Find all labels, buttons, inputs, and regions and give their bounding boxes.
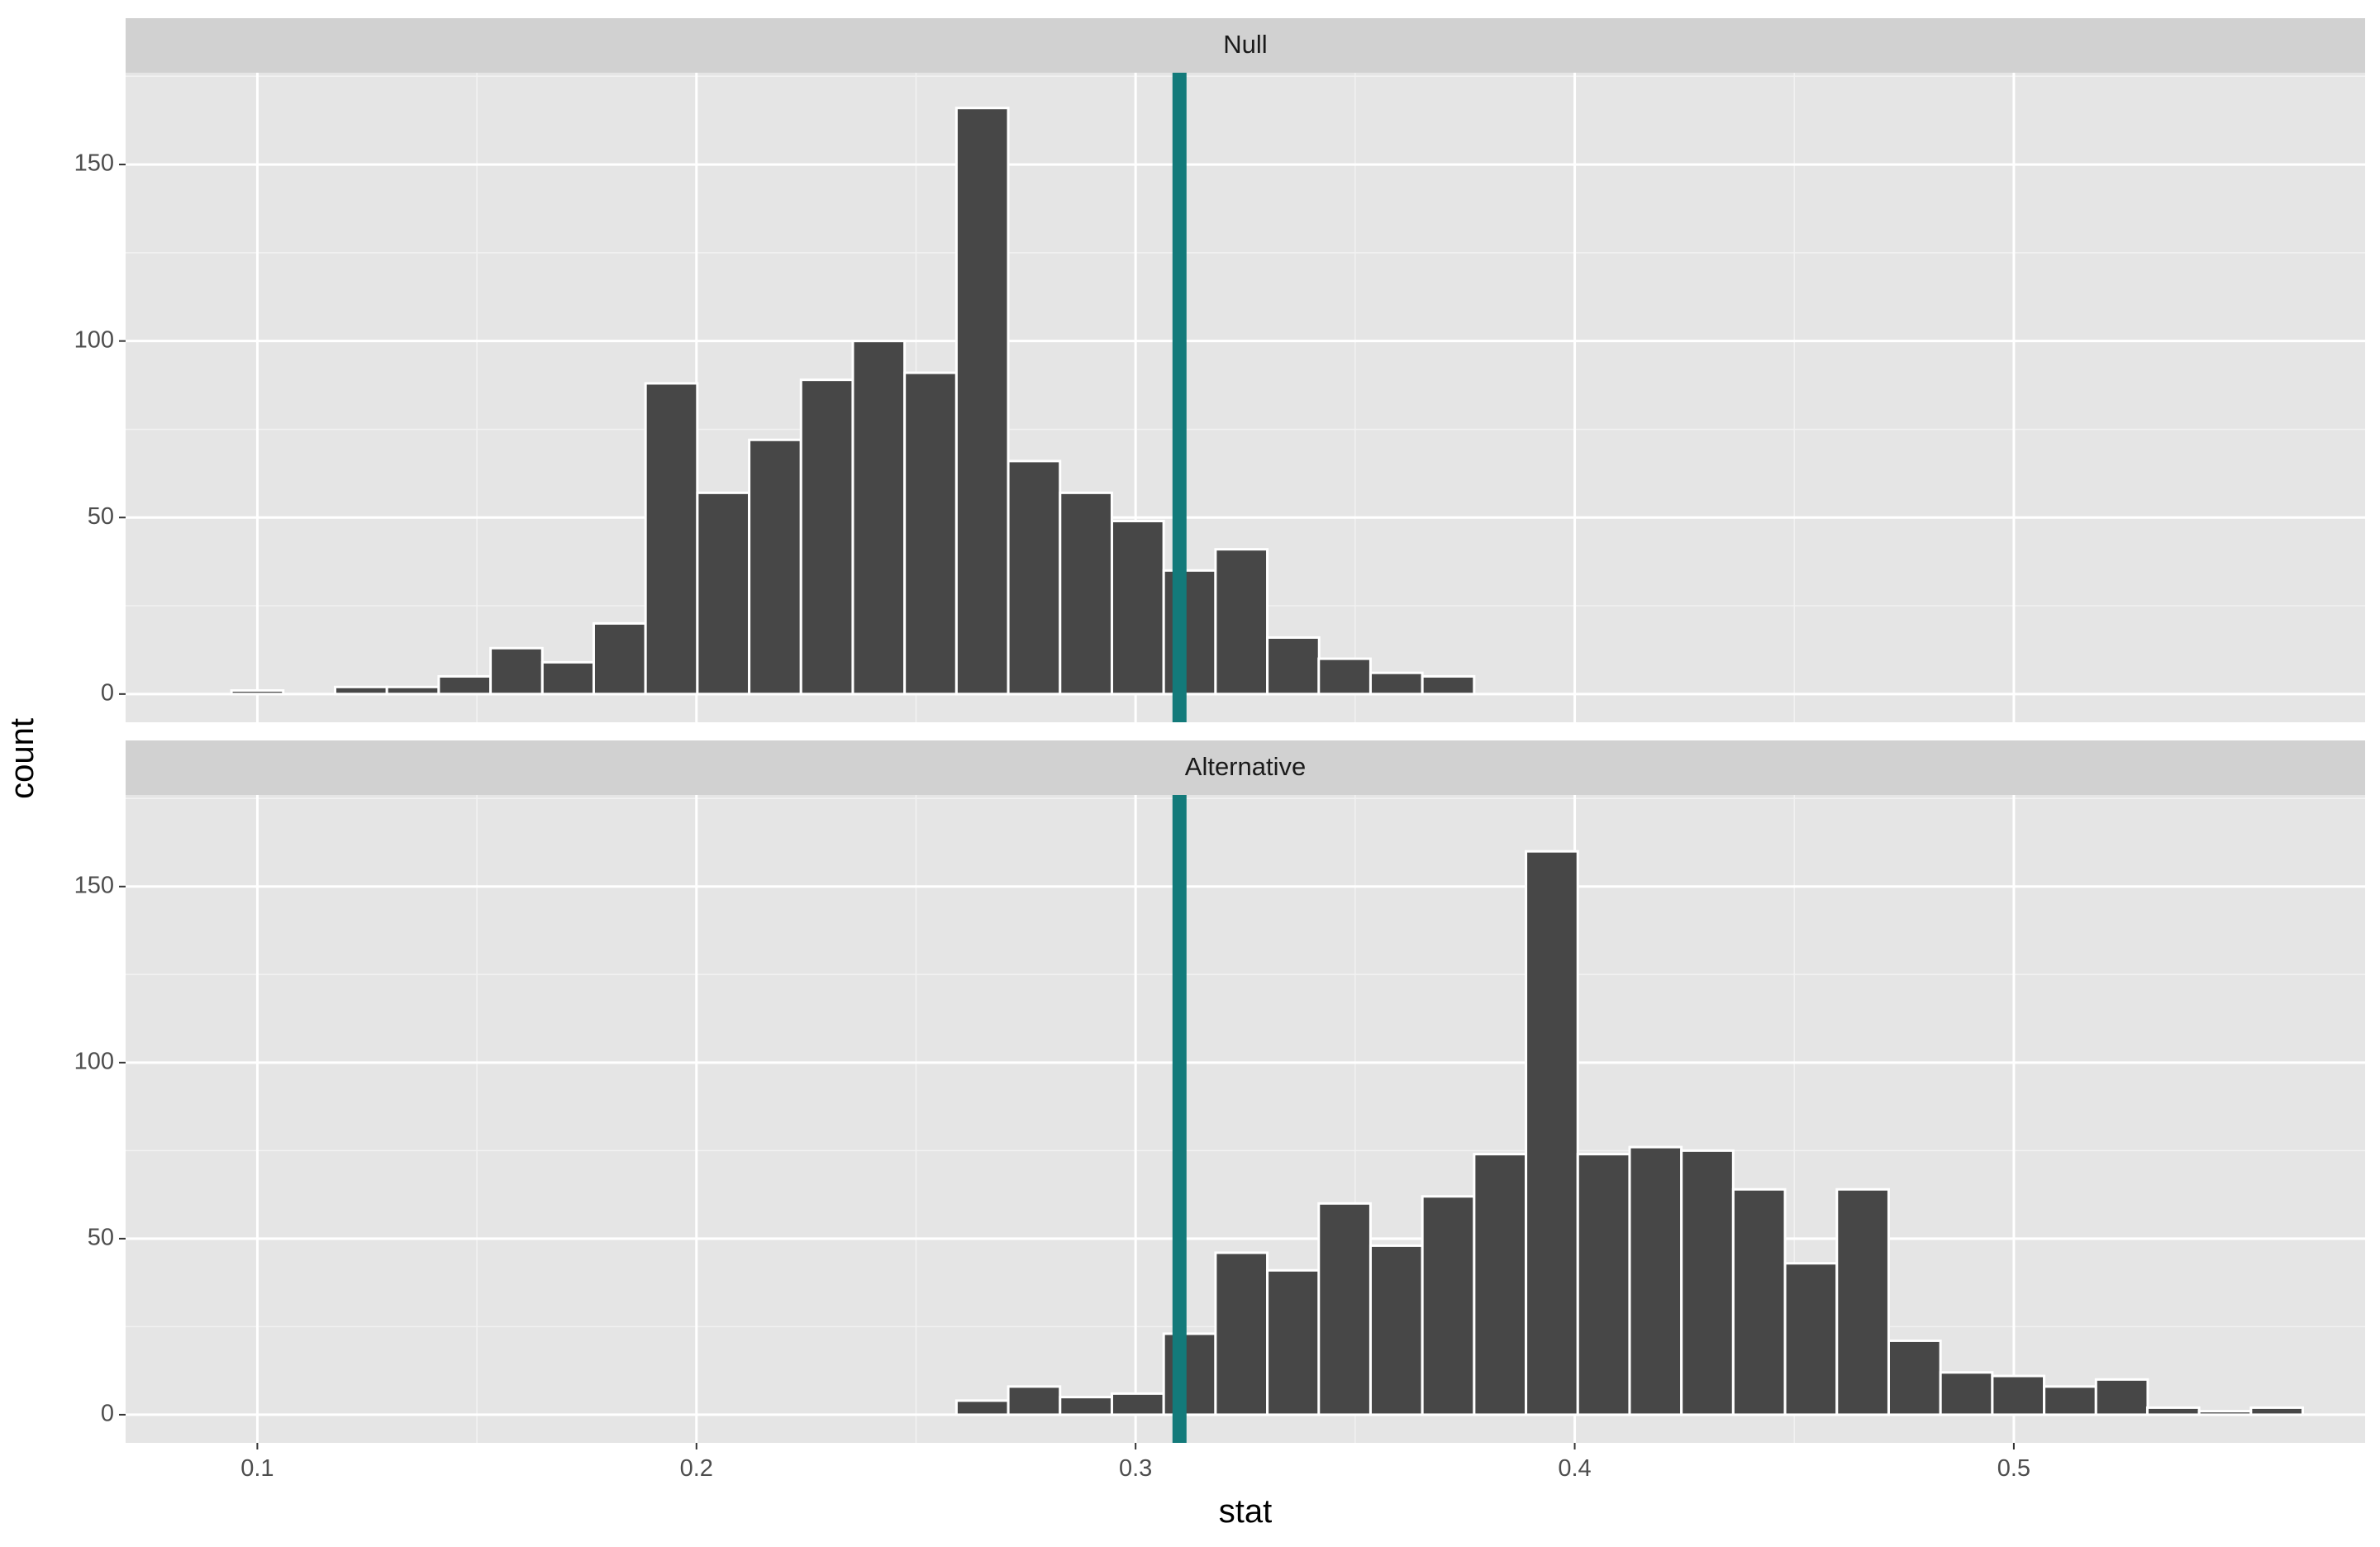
- strip-alternative: [126, 740, 2365, 795]
- histogram-bar: [1214, 1251, 1269, 1416]
- histogram-bar: [385, 685, 440, 696]
- histogram-bar: [230, 689, 285, 696]
- x-axis-title: stat: [1219, 1493, 1272, 1530]
- histogram-bar: [1059, 1396, 1113, 1416]
- histogram-bar: [1368, 1244, 1424, 1416]
- strip-label-null: Null: [1223, 30, 1267, 59]
- histogram-bar: [1731, 1188, 1787, 1416]
- histogram-bar: [1525, 850, 1579, 1416]
- histogram-bar: [1266, 1269, 1321, 1416]
- histogram-bar: [954, 1399, 1010, 1416]
- bars-alternative: [954, 850, 2305, 1416]
- y-tick-label: 100: [74, 1048, 114, 1074]
- x-tick-label: 0.4: [1558, 1455, 1591, 1482]
- y-axis-null: 0 50 100 150: [74, 150, 126, 706]
- histogram-bar: [954, 107, 1010, 696]
- y-tick-label: 0: [101, 679, 114, 706]
- histogram-bar: [799, 378, 854, 696]
- histogram-bar: [644, 382, 699, 696]
- y-tick-label: 100: [74, 326, 114, 353]
- facet-null: Null 0 50 100 150: [74, 18, 2365, 722]
- histogram-bar: [1783, 1262, 1839, 1416]
- histogram-bar: [903, 371, 958, 696]
- histogram-bar: [1835, 1188, 1890, 1416]
- y-tick-label: 50: [88, 1225, 114, 1251]
- y-axis-title: count: [4, 718, 40, 799]
- histogram-bar: [1991, 1374, 2046, 1416]
- histogram-bar: [1266, 635, 1321, 696]
- histogram-bar: [2249, 1406, 2305, 1416]
- x-tick-label: 0.3: [1119, 1455, 1152, 1482]
- histogram-bar: [748, 438, 802, 696]
- facet-alternative: Alternative 0 50 100 150: [74, 740, 2365, 1443]
- histogram-bar: [1162, 1332, 1217, 1416]
- strip-null: [126, 18, 2365, 73]
- histogram-bar: [1887, 1339, 1942, 1416]
- histogram-bar: [1007, 1385, 1062, 1416]
- histogram-bar: [1576, 1153, 1631, 1416]
- x-tick-label: 0.5: [1997, 1455, 2030, 1482]
- y-tick-label: 50: [88, 503, 114, 530]
- histogram-bar: [1628, 1145, 1683, 1416]
- histogram-bar: [1110, 520, 1165, 696]
- histogram-bar: [1317, 1202, 1372, 1416]
- grid-null: [126, 73, 2365, 722]
- strip-label-alternative: Alternative: [1185, 752, 1306, 781]
- histogram-bar: [1110, 1392, 1165, 1416]
- histogram-bar: [1421, 674, 1476, 696]
- x-tick-label: 0.1: [240, 1455, 274, 1482]
- x-axis: 0.1 0.2 0.3 0.4 0.5: [240, 1443, 2030, 1482]
- histogram-bar: [2197, 1410, 2253, 1416]
- histogram-bar: [1317, 657, 1372, 696]
- y-tick-label: 150: [74, 150, 114, 177]
- x-tick-label: 0.2: [680, 1455, 713, 1482]
- histogram-bar: [1214, 548, 1269, 696]
- y-tick-label: 0: [101, 1401, 114, 1427]
- histogram-bar: [592, 621, 647, 696]
- histogram-bar: [1059, 491, 1113, 696]
- histogram-bar: [2145, 1406, 2201, 1416]
- histogram-bar: [696, 491, 751, 696]
- histogram-bar: [489, 646, 544, 696]
- histogram-bar: [1421, 1195, 1476, 1416]
- histogram-bar: [1162, 569, 1217, 696]
- histogram-bar: [540, 660, 596, 696]
- bars-null: [230, 107, 1476, 696]
- y-axis-alternative: 0 50 100 150: [74, 872, 126, 1427]
- histogram-bar: [1007, 459, 1062, 696]
- histogram-bar: [2043, 1385, 2097, 1416]
- histogram-bar: [1473, 1153, 1528, 1416]
- y-tick-label: 150: [74, 872, 114, 898]
- histogram-bar: [1680, 1149, 1735, 1416]
- histogram-bar: [1368, 671, 1424, 696]
- histogram-bar: [851, 340, 907, 696]
- histogram-bar: [2094, 1378, 2149, 1416]
- histogram-bar: [333, 685, 388, 696]
- histogram-bar: [1939, 1371, 1994, 1416]
- histogram-bar: [437, 674, 493, 696]
